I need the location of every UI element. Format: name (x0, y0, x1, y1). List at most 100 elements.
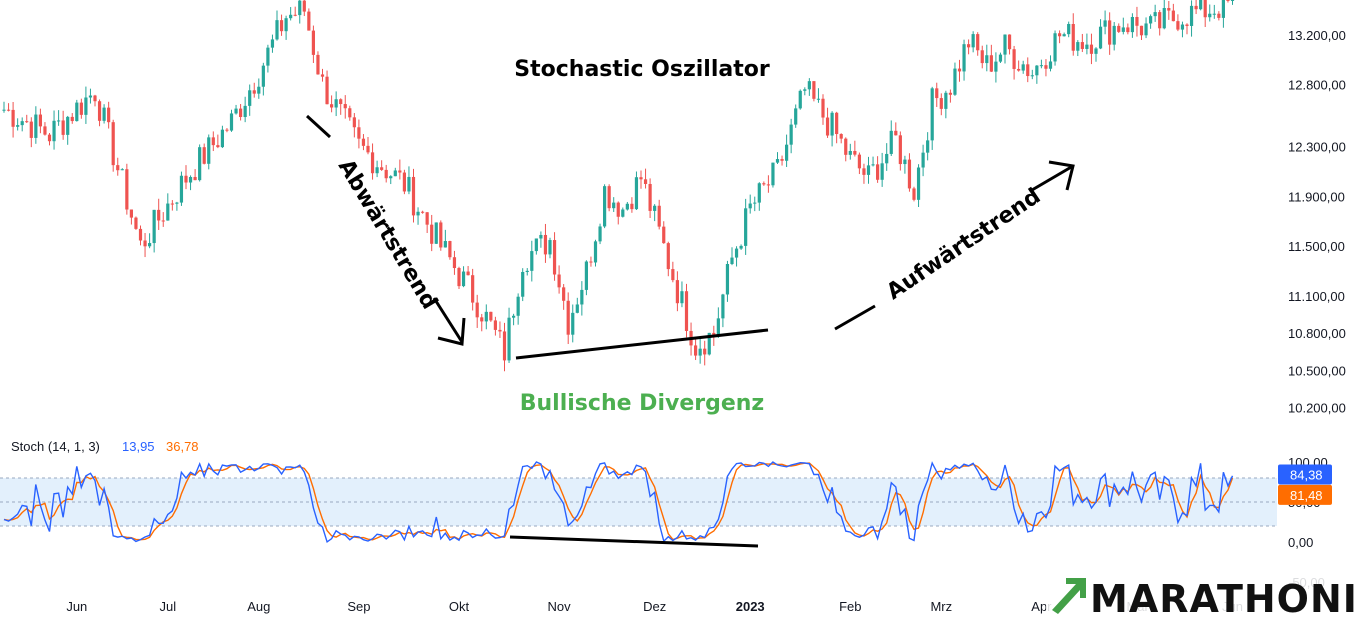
price-tick-label: 10.200,00 (1288, 401, 1346, 416)
time-tick-label: Jun (66, 599, 87, 614)
time-tick-label: Mrz (930, 599, 952, 614)
candle (25, 114, 29, 123)
candle (976, 32, 980, 56)
candle (161, 212, 165, 227)
price-panel: 13.200,00 12.800,00 12.300,00 11.900,00 11.5… (2, 0, 1346, 416)
stoch-tick-label: 0,00 (1288, 535, 1313, 550)
candle (698, 338, 702, 364)
candle (75, 99, 79, 122)
candle (603, 184, 607, 229)
candle (1117, 23, 1121, 34)
candle (730, 247, 734, 266)
candle (70, 113, 74, 124)
candle (593, 239, 598, 267)
candle (1012, 45, 1016, 80)
candle (962, 39, 966, 81)
candle (489, 311, 493, 322)
candle (448, 240, 452, 260)
downtrend-arrow-head (437, 317, 466, 346)
candle (1021, 60, 1025, 74)
candle (1199, 0, 1203, 11)
candle (589, 256, 593, 267)
marathoni-logo: MARATHONI (1046, 574, 1356, 622)
candle (343, 95, 347, 119)
candle (188, 175, 193, 191)
candle (211, 131, 215, 152)
candle (912, 186, 916, 202)
candle (771, 162, 775, 188)
candle (812, 81, 816, 102)
price-tick-label: 13.200,00 (1288, 28, 1346, 43)
candle (994, 52, 998, 83)
candle (844, 137, 848, 162)
candle (639, 170, 643, 189)
candle (1003, 34, 1007, 64)
candle (184, 165, 188, 190)
price-tick-label: 11.500,00 (1288, 239, 1345, 254)
candle (198, 144, 202, 182)
candle (307, 8, 311, 31)
candle (166, 193, 170, 221)
candle (120, 168, 124, 171)
candle (1126, 23, 1130, 35)
candle (357, 119, 361, 149)
candle (953, 62, 957, 96)
candle (361, 134, 366, 151)
candle (971, 31, 975, 53)
candle (1203, 0, 1207, 27)
candle (930, 86, 934, 150)
candle (334, 91, 338, 117)
candle (625, 201, 629, 211)
candle (434, 222, 438, 244)
candle (1230, 0, 1235, 5)
candle (1071, 13, 1075, 56)
candle (270, 34, 275, 53)
candle (512, 313, 516, 326)
chart-title: Stochastic Oszillator (514, 57, 770, 82)
candle (725, 260, 730, 302)
candle (807, 78, 811, 96)
candle (88, 88, 93, 104)
candle (762, 181, 766, 186)
candle (525, 268, 529, 276)
candle (1162, 0, 1166, 30)
price-tick-label: 11.900,00 (1288, 189, 1345, 204)
candle (152, 209, 156, 253)
candle (989, 44, 993, 73)
candle (425, 212, 429, 234)
candle (785, 134, 789, 167)
candle (566, 292, 570, 345)
candle (1221, 0, 1225, 28)
candle (284, 15, 288, 40)
candle (1035, 65, 1039, 84)
candle (330, 95, 334, 113)
candle (234, 104, 238, 115)
candle (84, 86, 88, 124)
candle (1039, 59, 1043, 69)
candle (1108, 12, 1112, 55)
candle (1208, 4, 1212, 22)
candle (507, 307, 511, 363)
candle (1089, 33, 1094, 65)
price-tick-label: 10.800,00 (1288, 326, 1346, 341)
candle (93, 94, 97, 107)
uptrend-arrow-line-2 (1031, 164, 1074, 192)
candle (916, 164, 921, 208)
candle (803, 87, 807, 96)
candle (907, 153, 912, 192)
candle (129, 209, 133, 225)
candle (1139, 25, 1144, 40)
price-tick-label: 10.500,00 (1288, 363, 1346, 378)
candle (193, 169, 197, 181)
candle (1007, 34, 1012, 55)
candle (671, 261, 675, 283)
logo-text: MARATHONI (1090, 577, 1356, 621)
candle (52, 110, 56, 150)
candle (1212, 4, 1216, 19)
candle (29, 117, 33, 148)
downtrend-arrow-line-2 (432, 297, 464, 343)
candle (248, 84, 252, 116)
candle (202, 143, 206, 165)
candle (466, 265, 470, 276)
